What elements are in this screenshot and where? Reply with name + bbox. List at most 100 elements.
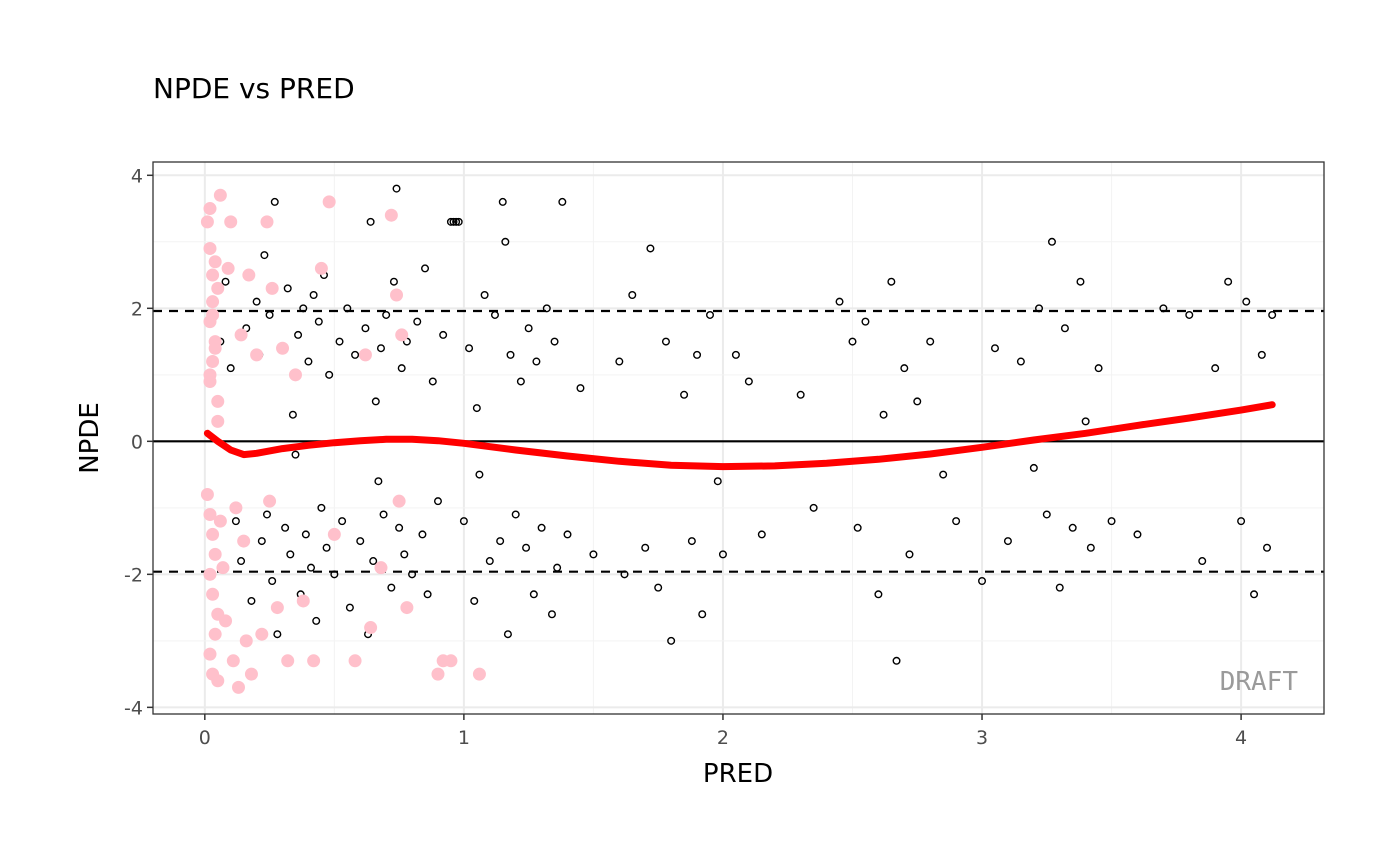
highlight-point — [260, 215, 274, 229]
data-point — [853, 523, 862, 532]
data-point — [1257, 350, 1266, 359]
data-point — [1094, 364, 1103, 373]
data-point — [926, 337, 935, 346]
data-point — [667, 636, 676, 645]
highlight-point — [307, 654, 321, 668]
data-point — [325, 370, 334, 379]
data-point — [413, 317, 422, 326]
data-point — [589, 550, 598, 559]
data-point — [506, 350, 515, 359]
data-point — [1185, 310, 1194, 319]
data-point — [861, 317, 870, 326]
data-point — [547, 610, 556, 619]
data-point — [532, 357, 541, 366]
data-point — [680, 390, 689, 399]
data-point — [408, 570, 417, 579]
data-point — [312, 616, 321, 625]
data-point — [713, 477, 722, 486]
data-point — [641, 543, 650, 552]
data-point — [522, 543, 531, 552]
data-point — [1198, 557, 1207, 566]
data-point — [226, 364, 235, 373]
highlight-point — [392, 494, 406, 508]
data-point — [978, 576, 987, 585]
data-point — [757, 530, 766, 539]
data-point — [309, 291, 318, 300]
data-point — [900, 364, 909, 373]
data-point — [516, 377, 525, 386]
highlight-point — [206, 295, 220, 309]
highlighted-points — [200, 188, 486, 694]
data-point — [744, 377, 753, 386]
y-tick-label: -4 — [124, 697, 143, 719]
highlight-point — [211, 674, 225, 688]
highlight-point — [322, 195, 336, 209]
highlight-point — [216, 561, 230, 575]
data-point — [304, 357, 313, 366]
highlight-point — [242, 268, 256, 282]
highlight-point — [213, 188, 227, 202]
data-point — [392, 184, 401, 193]
highlight-point — [219, 614, 233, 628]
highlight-point — [208, 255, 222, 269]
highlight-point — [206, 308, 220, 322]
data-point — [480, 291, 489, 300]
data-point — [1268, 310, 1277, 319]
data-point — [338, 517, 347, 526]
data-point — [879, 410, 888, 419]
highlight-point — [400, 601, 414, 615]
highlight-point — [213, 514, 227, 528]
data-point — [270, 197, 279, 206]
data-point — [459, 517, 468, 526]
data-point — [1237, 517, 1246, 526]
data-point — [265, 310, 274, 319]
y-axis: -4 -2 0 2 4 — [124, 165, 153, 719]
data-point — [252, 297, 261, 306]
data-point — [361, 324, 370, 333]
highlight-point — [203, 507, 217, 521]
y-tick-label: 4 — [131, 165, 143, 187]
data-point — [1068, 523, 1077, 532]
highlight-point — [206, 355, 220, 369]
data-point — [485, 557, 494, 566]
data-point — [345, 603, 354, 612]
highlight-point — [226, 654, 240, 668]
data-point — [553, 563, 562, 572]
data-point — [1250, 590, 1259, 599]
plot-panel — [153, 162, 1324, 714]
highlight-point — [263, 494, 277, 508]
panel-frame — [152, 161, 1325, 715]
data-point — [395, 523, 404, 532]
highlight-point — [250, 348, 264, 362]
data-point — [1042, 510, 1051, 519]
highlight-point — [444, 654, 458, 668]
highlight-point — [203, 647, 217, 661]
data-point — [330, 570, 339, 579]
chart-title: NPDE vs PRED — [153, 72, 355, 105]
data-point — [423, 590, 432, 599]
data-point — [294, 330, 303, 339]
data-point — [262, 510, 271, 519]
data-point — [1016, 357, 1025, 366]
data-point — [718, 550, 727, 559]
data-point — [397, 364, 406, 373]
data-point — [503, 630, 512, 639]
data-point — [268, 576, 277, 585]
highlight-point — [314, 261, 328, 275]
data-point — [1133, 530, 1142, 539]
data-point — [221, 277, 230, 286]
x-tick-label: 4 — [1235, 727, 1247, 749]
panel-background — [153, 162, 1324, 714]
data-point — [731, 350, 740, 359]
x-tick-label: 1 — [458, 727, 470, 749]
data-point — [537, 523, 546, 532]
x-tick-label: 2 — [717, 727, 729, 749]
highlight-point — [431, 667, 445, 681]
data-point — [529, 590, 538, 599]
data-point — [376, 344, 385, 353]
draft-watermark: DRAFT — [1220, 667, 1299, 697]
data-point — [615, 357, 624, 366]
data-point — [809, 503, 818, 512]
y-tick-label: 2 — [131, 298, 143, 320]
data-point — [1107, 517, 1116, 526]
